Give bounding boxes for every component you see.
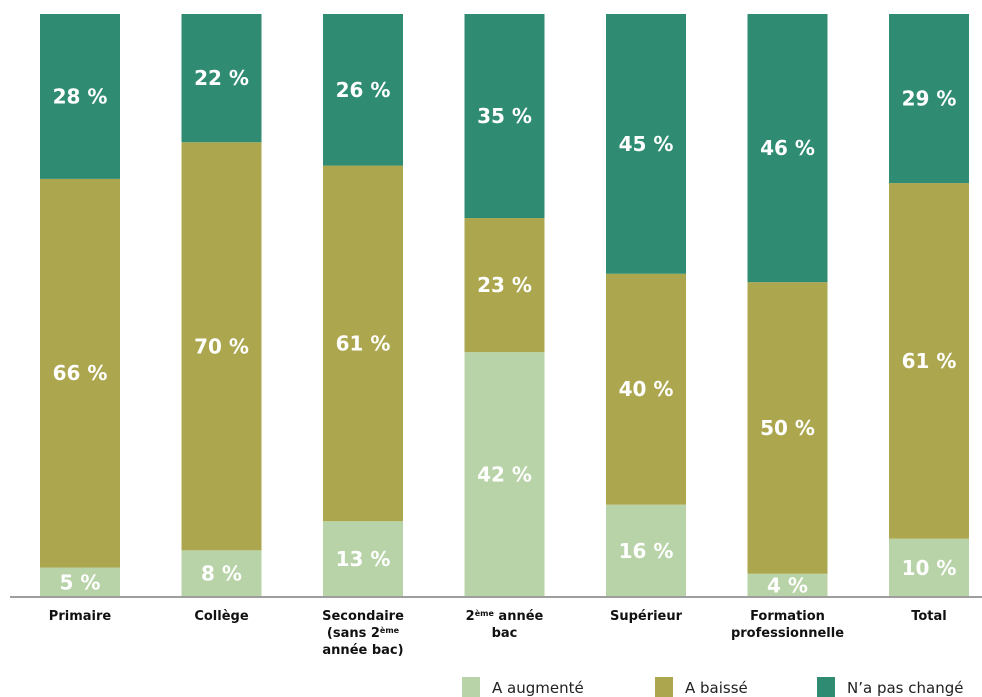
data-label-5-3: 45 % [619, 132, 674, 156]
category-labels: Primaire Collège Secondaire (sans 2ème année… [49, 608, 947, 658]
data-label-6-2: 50 % [760, 416, 815, 440]
bar-segment-5-2 [606, 273, 686, 505]
legend-swatch-3 [817, 677, 835, 697]
bar-segment-3-3 [323, 14, 403, 166]
category-label-4: 2ème année bac [466, 608, 544, 641]
bar-segment-2-3 [181, 14, 262, 143]
data-label-6-1: 4 % [767, 573, 808, 597]
data-label-1-1: 5 % [60, 570, 101, 594]
data-label-3-1: 13 % [336, 547, 391, 571]
data-label-2-1: 8 % [201, 562, 242, 586]
bar-segment-4-2 [464, 218, 545, 353]
data-label-7-1: 10 % [902, 556, 957, 580]
category-label-2: Collège [194, 609, 249, 624]
data-label-6-3: 46 % [760, 136, 815, 160]
bar-segment-1-2 [40, 178, 120, 568]
bar-segment-6-1 [747, 573, 828, 597]
data-label-5-1: 16 % [619, 539, 674, 563]
bar-segment-2-1 [181, 550, 262, 597]
category-label-6: Formation professionnelle [731, 609, 844, 641]
bar-segment-3-1 [323, 521, 403, 597]
bar-segment-4-3 [464, 14, 545, 219]
data-label-5-2: 40 % [619, 377, 674, 401]
data-label-2-2: 70 % [194, 334, 249, 358]
data-label-7-2: 61 % [902, 349, 957, 373]
data-label-2-3: 22 % [194, 66, 249, 90]
data-label-1-2: 66 % [53, 361, 108, 385]
legend-label-3: N’a pas changé [847, 679, 963, 697]
bar-segment-5-3 [606, 14, 686, 274]
category-label-7: Total [911, 609, 947, 624]
data-label-3-3: 26 % [336, 78, 391, 102]
data-label-4-1: 42 % [477, 463, 532, 487]
legend-label-2: A baissé [685, 679, 748, 697]
data-label-1-3: 28 % [53, 84, 108, 108]
data-label-4-3: 35 % [477, 104, 532, 128]
bar-segment-6-3 [747, 14, 828, 283]
bar-segment-7-3 [889, 14, 969, 184]
legend-swatch-2 [655, 677, 673, 697]
bar-segment-5-1 [606, 504, 686, 597]
bar-segment-1-3 [40, 14, 120, 179]
category-label-1: Primaire [49, 609, 112, 624]
legend-label-1: A augmenté [492, 679, 584, 697]
bar-segment-3-2 [323, 165, 403, 522]
bar-segment-2-2 [181, 142, 262, 551]
legend: A augmenté A baissé N’a pas changé [462, 677, 963, 697]
data-label-3-2: 61 % [336, 331, 391, 355]
legend-swatch-1 [462, 677, 480, 697]
data-label-7-3: 29 % [902, 87, 957, 111]
bar-segment-7-2 [889, 183, 969, 539]
bars-layer: 5 % 66 % 28 % 8 % 70 % 22 % 13 % 61 % 26 % 42 % 23… [40, 14, 969, 597]
bar-segment-1-1 [40, 567, 120, 597]
bar-segment-6-2 [747, 282, 828, 574]
bar-segment-4-1 [464, 352, 545, 597]
category-label-5: Supérieur [610, 609, 683, 624]
data-label-4-2: 23 % [477, 273, 532, 297]
bar-segment-7-1 [889, 538, 969, 597]
category-label-3: Secondaire (sans 2ème année bac) [322, 609, 404, 658]
